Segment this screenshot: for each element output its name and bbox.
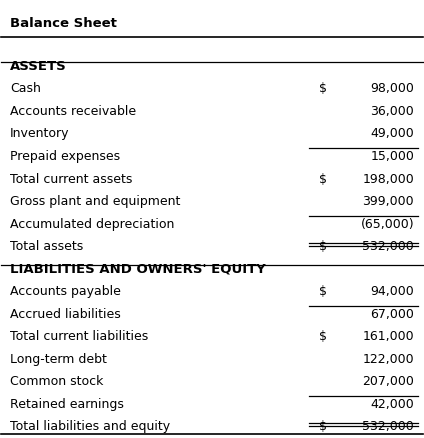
Text: $: $ [319, 173, 327, 186]
Text: $: $ [319, 82, 327, 95]
Text: LIABILITIES AND OWNERS' EQUITY: LIABILITIES AND OWNERS' EQUITY [10, 263, 265, 276]
Text: 98,000: 98,000 [370, 82, 414, 95]
Text: Prepaid expenses: Prepaid expenses [10, 150, 120, 163]
Text: Long-term debt: Long-term debt [10, 353, 107, 366]
Text: 198,000: 198,000 [363, 173, 414, 186]
Text: ASSETS: ASSETS [10, 60, 67, 73]
Text: Accounts receivable: Accounts receivable [10, 105, 136, 118]
Text: Accounts payable: Accounts payable [10, 285, 121, 298]
Text: Gross plant and equipment: Gross plant and equipment [10, 195, 180, 208]
Text: 399,000: 399,000 [363, 195, 414, 208]
Text: $: $ [319, 285, 327, 298]
Text: 67,000: 67,000 [370, 308, 414, 321]
Text: $: $ [319, 240, 327, 253]
Text: 207,000: 207,000 [363, 375, 414, 389]
Text: Accumulated depreciation: Accumulated depreciation [10, 218, 174, 231]
Text: $: $ [319, 420, 327, 434]
Text: 94,000: 94,000 [371, 285, 414, 298]
Text: 532,000: 532,000 [363, 240, 414, 253]
Text: Total assets: Total assets [10, 240, 83, 253]
Text: Cash: Cash [10, 82, 41, 95]
Text: Balance Sheet: Balance Sheet [10, 17, 117, 29]
Text: 49,000: 49,000 [371, 127, 414, 141]
Text: Retained earnings: Retained earnings [10, 398, 124, 411]
Text: Accrued liabilities: Accrued liabilities [10, 308, 120, 321]
Text: Total liabilities and equity: Total liabilities and equity [10, 420, 170, 434]
Text: Inventory: Inventory [10, 127, 69, 141]
Text: (65,000): (65,000) [360, 218, 414, 231]
Text: Total current liabilities: Total current liabilities [10, 330, 148, 343]
Text: 36,000: 36,000 [371, 105, 414, 118]
Text: $: $ [319, 330, 327, 343]
Text: Total current assets: Total current assets [10, 173, 132, 186]
Text: 122,000: 122,000 [363, 353, 414, 366]
Text: Common stock: Common stock [10, 375, 103, 389]
Text: 161,000: 161,000 [363, 330, 414, 343]
Text: 532,000: 532,000 [363, 420, 414, 434]
Text: 15,000: 15,000 [370, 150, 414, 163]
Text: 42,000: 42,000 [371, 398, 414, 411]
